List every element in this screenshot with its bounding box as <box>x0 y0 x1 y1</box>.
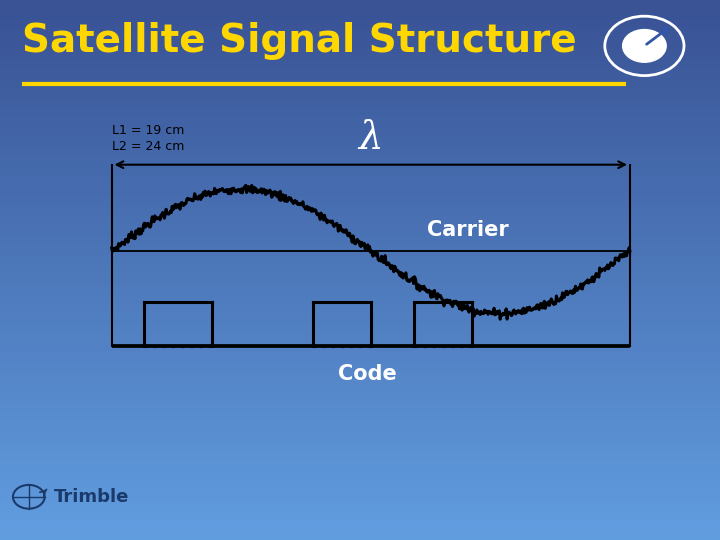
Bar <box>0 216 720 222</box>
Bar <box>0 446 720 453</box>
Bar <box>0 513 720 519</box>
Bar <box>0 68 720 74</box>
Bar <box>0 372 720 378</box>
Bar <box>0 291 720 297</box>
Bar <box>0 418 720 426</box>
Bar <box>0 135 720 141</box>
Bar <box>0 364 720 372</box>
Bar <box>0 108 720 115</box>
Bar <box>0 338 720 345</box>
Bar <box>0 426 720 432</box>
Bar <box>0 249 720 256</box>
Bar <box>0 168 720 176</box>
Bar <box>0 87 720 94</box>
Bar <box>0 148 720 156</box>
Bar <box>0 399 720 405</box>
Bar <box>0 128 720 135</box>
Bar <box>0 324 720 330</box>
Bar <box>0 256 720 263</box>
Bar <box>0 378 720 384</box>
Bar <box>0 209 720 216</box>
Bar <box>0 519 720 526</box>
Bar <box>0 47 720 54</box>
Bar <box>0 40 720 47</box>
Bar <box>0 6 720 14</box>
Bar <box>0 263 720 270</box>
Bar <box>0 94 720 102</box>
Bar <box>0 411 720 418</box>
Text: Carrier: Carrier <box>427 220 509 240</box>
Bar <box>0 74 720 81</box>
Text: L2 = 24 cm: L2 = 24 cm <box>112 140 184 153</box>
Bar <box>0 176 720 183</box>
Bar <box>0 230 720 237</box>
Bar <box>0 195 720 202</box>
Bar <box>0 330 720 338</box>
Bar <box>0 243 720 249</box>
Bar <box>0 453 720 459</box>
Bar <box>0 465 720 472</box>
Text: Code: Code <box>338 364 397 384</box>
Circle shape <box>623 30 666 62</box>
Bar <box>0 480 720 486</box>
Text: Trimble: Trimble <box>54 488 130 506</box>
Bar <box>0 310 720 317</box>
Bar <box>0 534 720 540</box>
Bar <box>0 115 720 122</box>
Bar <box>0 486 720 492</box>
Bar <box>0 222 720 230</box>
Bar <box>0 0 720 6</box>
Bar <box>0 54 720 60</box>
Bar <box>0 526 720 534</box>
Bar <box>0 297 720 303</box>
Bar <box>0 492 720 500</box>
Bar <box>0 60 720 68</box>
Bar <box>0 276 720 284</box>
Bar <box>0 438 720 445</box>
Bar <box>0 14 720 20</box>
Bar <box>0 318 720 324</box>
Bar <box>0 122 720 128</box>
Bar <box>0 20 720 27</box>
Bar <box>0 141 720 149</box>
Bar <box>0 284 720 291</box>
Text: λ: λ <box>359 119 383 157</box>
Bar <box>0 392 720 399</box>
Bar <box>0 357 720 364</box>
Text: L1 = 19 cm: L1 = 19 cm <box>112 124 184 137</box>
Bar <box>0 472 720 480</box>
Bar <box>0 507 720 513</box>
Bar <box>0 237 720 243</box>
Bar <box>0 33 720 40</box>
Bar <box>0 27 720 33</box>
Bar <box>0 270 720 276</box>
Bar <box>0 183 720 189</box>
Text: Satellite Signal Structure: Satellite Signal Structure <box>22 22 576 59</box>
Bar <box>0 303 720 310</box>
Bar <box>0 345 720 351</box>
Bar <box>0 459 720 465</box>
Bar <box>0 102 720 108</box>
Bar <box>0 351 720 357</box>
Bar <box>0 155 720 162</box>
Bar <box>0 81 720 87</box>
Bar <box>0 202 720 209</box>
Bar <box>0 432 720 438</box>
Bar <box>0 384 720 391</box>
Bar <box>0 162 720 168</box>
Bar <box>0 189 720 195</box>
Bar <box>0 405 720 411</box>
Bar <box>0 500 720 507</box>
